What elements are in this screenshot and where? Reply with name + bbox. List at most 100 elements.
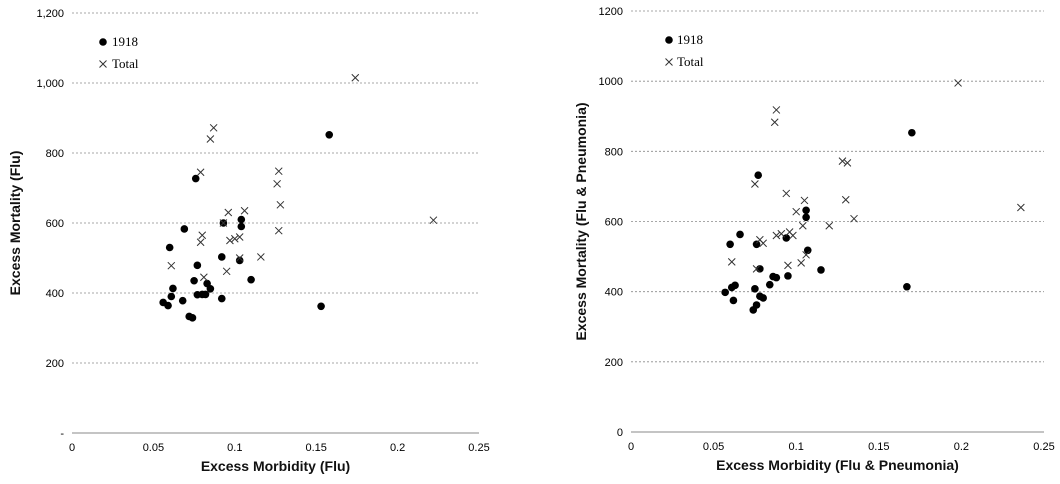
data-point-total (841, 195, 850, 204)
y-tick-label: 800 (46, 148, 64, 160)
x-tick-label: 0.2 (390, 442, 405, 454)
data-point-1918 (190, 276, 198, 285)
data-point-total (782, 189, 791, 198)
data-point-total (235, 254, 244, 262)
data-point-total (784, 261, 792, 270)
data-point-total (274, 226, 283, 235)
data-point-1918 (206, 285, 215, 293)
data-point-total (850, 214, 858, 223)
data-point-total (209, 123, 218, 132)
data-point-total (792, 207, 801, 216)
y-tick-label: 400 (605, 287, 623, 299)
data-point-total (235, 233, 244, 241)
x-tick-label: 0.25 (1033, 441, 1054, 453)
data-point-1918 (325, 131, 334, 139)
data-point-total (224, 208, 233, 217)
data-point-1918 (751, 285, 759, 293)
y-tick-label: 800 (605, 146, 623, 158)
data-point-total (772, 231, 781, 240)
y-tick-label: 600 (605, 217, 623, 229)
data-point-total (351, 73, 360, 82)
data-point-total (770, 118, 779, 127)
legend-label-1918: 1918 (677, 32, 703, 47)
data-point-total (198, 231, 207, 240)
data-point-total (226, 236, 234, 245)
data-point-total (800, 196, 809, 205)
y-tick-label: 0 (617, 427, 623, 439)
data-point-1918 (235, 256, 244, 265)
data-point-total (219, 219, 228, 227)
data-point-1918 (754, 171, 763, 179)
data-point-1918 (765, 280, 774, 289)
data-point-total (230, 234, 239, 243)
data-point-total (200, 273, 208, 282)
data-point-1918 (165, 243, 174, 252)
legend-label-total: Total (112, 56, 139, 71)
x-tick-label: 0.05 (703, 441, 724, 453)
data-point-total (838, 157, 847, 166)
data-point-1918 (191, 174, 200, 183)
data-point-1918 (167, 292, 176, 301)
legend-marker-total (99, 60, 107, 68)
x-tick-label: 0.05 (143, 442, 164, 454)
data-point-1918 (752, 240, 761, 249)
y-tick-label: 1,000 (36, 78, 64, 90)
data-point-total (802, 250, 810, 259)
y-tick-label: 600 (46, 218, 64, 230)
x-tick-label: 0.2 (954, 441, 969, 453)
data-point-1918 (729, 296, 738, 305)
y-tick-label: 1000 (599, 76, 623, 88)
y-axis-title: Excess Mortality (Flu & Pneumonia) (573, 102, 589, 340)
data-point-1918 (178, 296, 187, 305)
data-point-1918 (772, 273, 781, 282)
data-point-total (777, 229, 786, 238)
data-point-total (206, 135, 215, 143)
data-point-total (772, 106, 781, 114)
data-point-total (1017, 203, 1025, 212)
data-point-total (954, 79, 962, 87)
data-point-1918 (201, 290, 210, 299)
data-point-1918 (784, 272, 792, 280)
y-tick-label: 1200 (599, 6, 623, 18)
data-point-total (274, 167, 283, 176)
y-tick-label: 400 (46, 288, 64, 300)
data-point-1918 (802, 206, 810, 215)
data-point-1918 (903, 282, 911, 291)
data-point-1918 (180, 225, 189, 233)
legend-label-1918: 1918 (112, 34, 138, 49)
data-point-1918 (782, 234, 791, 242)
data-point-total (256, 253, 265, 261)
x-axis-title: Excess Morbidity (Flu & Pneumonia) (716, 457, 959, 473)
data-point-1918 (908, 128, 916, 137)
x-tick-label: 0.15 (868, 441, 889, 453)
y-tick-label: 1,200 (36, 8, 64, 20)
data-point-1918 (247, 275, 255, 284)
data-point-total (798, 221, 807, 230)
data-point-total (789, 231, 797, 240)
data-point-total (167, 261, 176, 270)
data-point-1918 (169, 284, 177, 293)
y-tick-label: - (60, 428, 64, 440)
data-point-1918 (731, 281, 739, 290)
chart-flu: - 200 400 600 800 1,000 1,200 0 0.05 0.1 0.15 0.2 0.… (7, 8, 490, 474)
data-point-total (751, 180, 759, 188)
data-point-total (797, 259, 806, 267)
y-axis-title: Excess Mortality (Flu) (7, 151, 23, 296)
data-point-1918 (752, 301, 761, 309)
legend-marker-1918 (99, 38, 107, 46)
legend-marker-1918 (665, 36, 673, 44)
data-point-1918 (164, 301, 172, 310)
y-tick-label: 200 (46, 358, 64, 370)
data-point-total (752, 265, 761, 273)
x-tick-label: 0 (628, 441, 634, 453)
data-point-1918 (721, 288, 729, 297)
data-point-total (727, 257, 736, 266)
data-point-1918 (803, 246, 812, 255)
x-tick-label: 0.1 (227, 442, 242, 454)
data-point-total (276, 200, 285, 209)
data-point-1918 (193, 261, 202, 270)
data-point-1918 (317, 302, 325, 311)
x-tick-label: 0.25 (468, 442, 489, 454)
data-point-1918 (802, 213, 810, 222)
